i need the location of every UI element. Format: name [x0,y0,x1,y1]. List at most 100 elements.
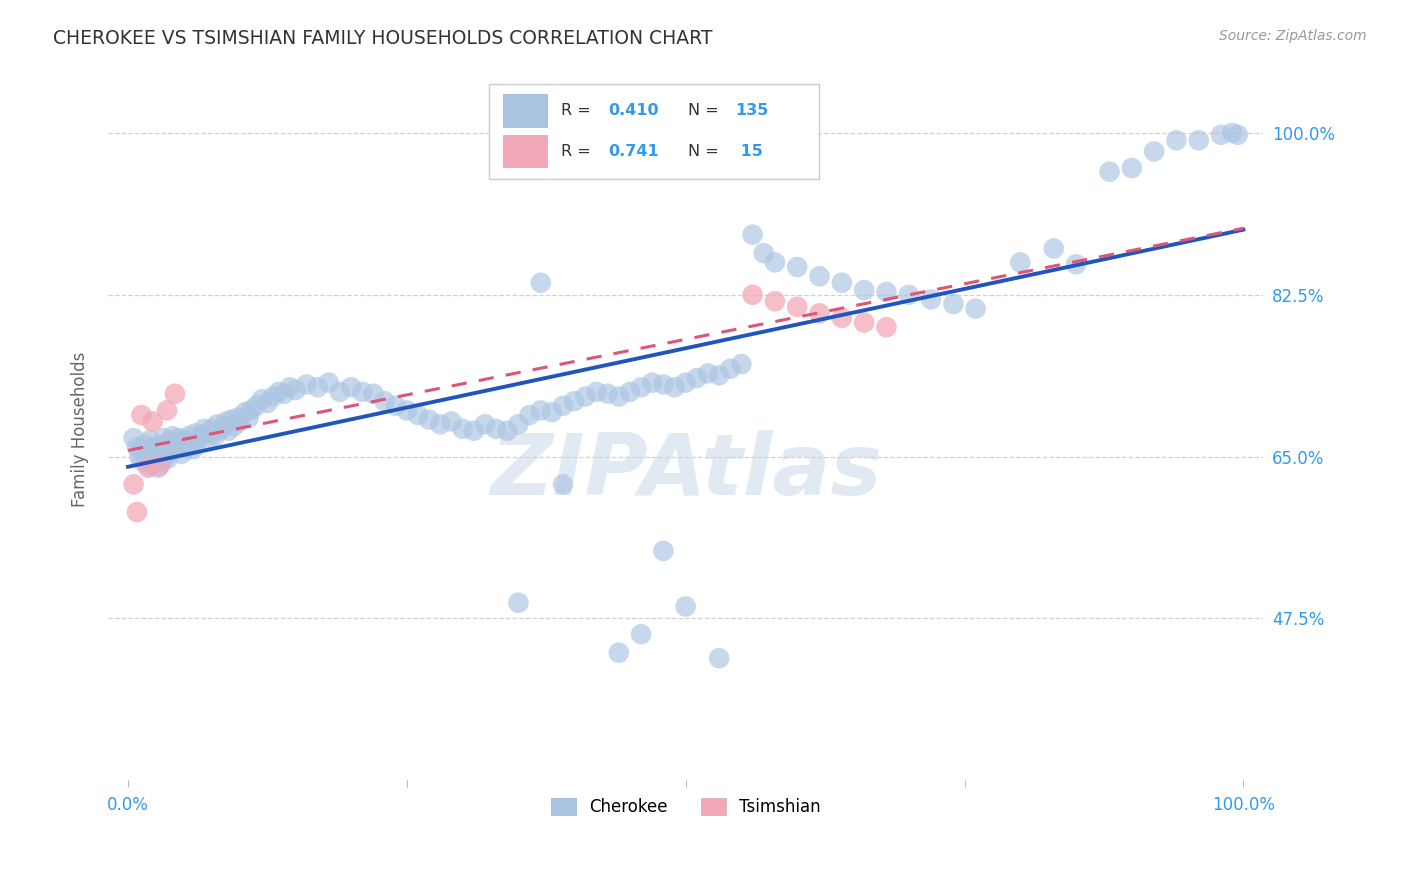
Point [295,377,318,392]
Point [652,544,675,558]
Point [156,403,179,417]
Point [267,384,290,399]
Point [574,390,596,404]
Text: 15: 15 [735,144,763,159]
Point [707,368,730,383]
Point [831,310,853,325]
Point [596,386,619,401]
Point [163,435,186,450]
Point [675,376,697,390]
Point [329,384,352,399]
Point [190,429,212,443]
Point [245,399,267,413]
Point [208,424,231,438]
Point [718,361,741,376]
Point [496,424,519,438]
Point [139,433,162,447]
Point [352,384,374,399]
Point [562,394,585,409]
Point [221,412,243,426]
Point [195,426,218,441]
Point [474,417,496,432]
Point [853,316,876,330]
Point [808,269,831,284]
Point [1166,133,1188,147]
Point [222,419,245,434]
Text: R =: R = [561,144,596,159]
Point [256,396,278,410]
Point [146,451,169,466]
Point [131,442,153,457]
Point [875,320,897,334]
Text: R =: R = [561,103,596,118]
Text: N =: N = [688,144,724,159]
Point [307,380,329,394]
Point [741,227,763,242]
Point [675,599,697,614]
Point [173,433,195,447]
Text: ZIPAtlas: ZIPAtlas [489,430,882,513]
Point [159,442,181,457]
Point [134,437,156,451]
Point [273,386,295,401]
Point [897,287,920,301]
Point [201,422,224,436]
Point [1042,242,1064,256]
Point [1220,126,1243,140]
Point [619,384,641,399]
Point [607,646,630,660]
Point [429,417,451,432]
Point [167,431,190,445]
Point [284,383,307,397]
Point [1121,161,1143,175]
Point [262,390,284,404]
Point [125,441,148,455]
Text: 0.410: 0.410 [609,103,659,118]
Point [652,377,675,392]
Point [786,260,808,274]
Point [186,433,208,447]
Point [217,424,239,438]
Text: 135: 135 [735,103,769,118]
Point [508,596,530,610]
Point [395,403,418,417]
Point [942,297,965,311]
Point [406,408,429,422]
Point [197,433,219,447]
Point [440,415,463,429]
Point [808,306,831,320]
Point [162,429,184,443]
Point [451,422,474,436]
Point [630,627,652,641]
Point [142,456,165,470]
Point [607,390,630,404]
Point [155,448,177,462]
Point [122,477,145,491]
Point [131,454,153,468]
Point [630,380,652,394]
Point [135,451,157,466]
Point [177,429,200,443]
Point [148,460,170,475]
Point [145,445,167,459]
Point [363,386,385,401]
FancyBboxPatch shape [503,135,547,168]
Y-axis label: Family Households: Family Households [72,351,89,507]
Point [141,448,163,462]
Point [125,505,148,519]
Point [184,426,207,441]
Point [138,458,160,473]
Point [128,450,150,464]
Point [215,415,238,429]
Point [965,301,987,316]
Point [697,367,720,381]
Point [641,376,664,390]
Point [228,415,250,429]
Point [1209,128,1232,142]
Point [752,246,775,260]
Point [157,451,180,466]
FancyBboxPatch shape [489,85,818,179]
Point [163,386,186,401]
Point [131,408,153,422]
Point [1143,145,1166,159]
